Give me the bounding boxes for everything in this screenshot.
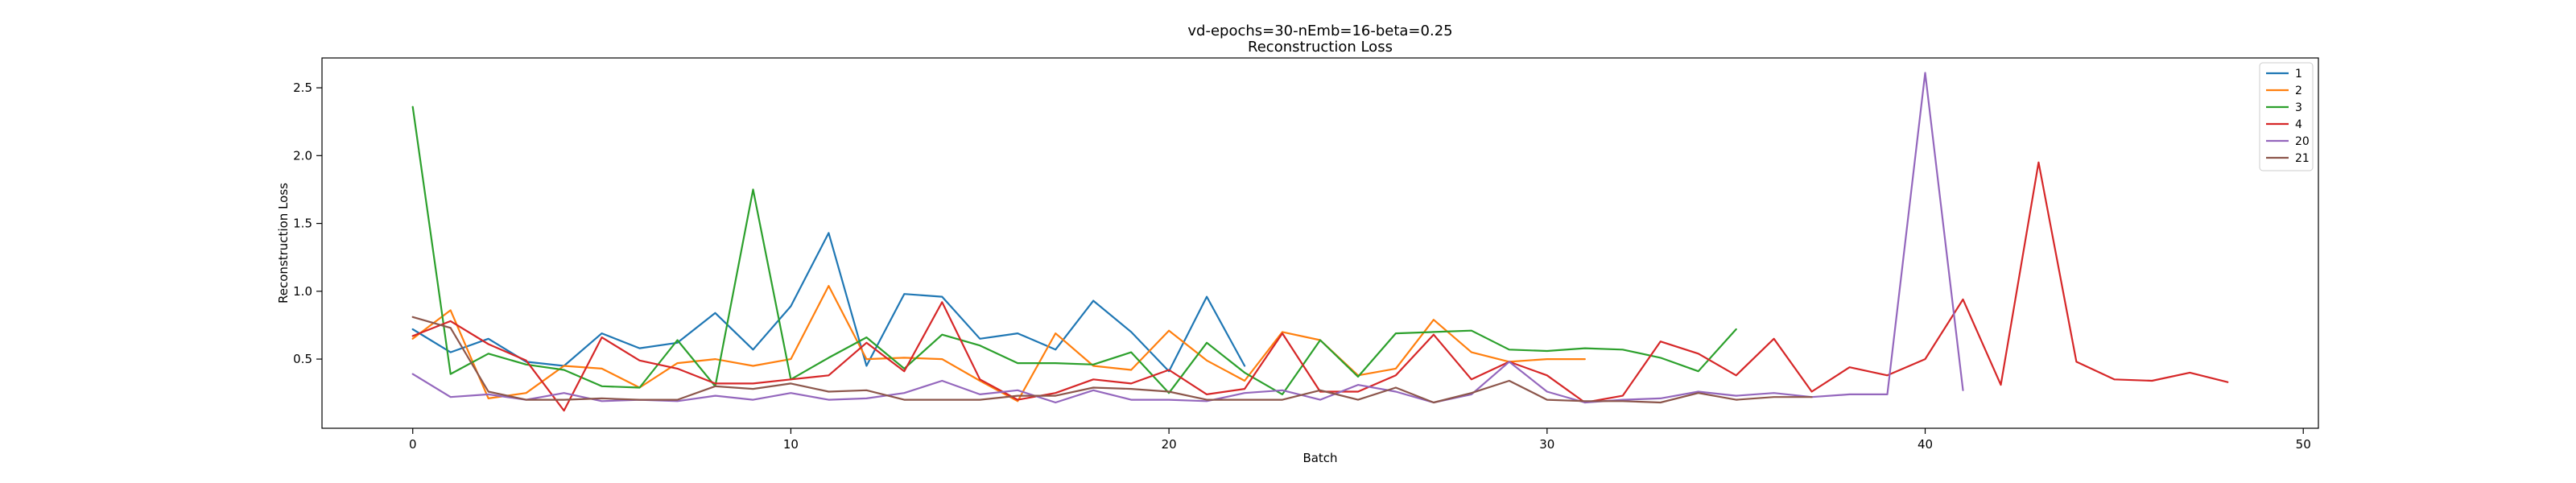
chart-subtitle: Reconstruction Loss [1248, 39, 1393, 56]
y-tick-label: 0.5 [293, 352, 312, 366]
y-tick-label: 1.5 [293, 217, 312, 231]
series-line-1 [411, 232, 1246, 373]
x-axis-ticks: 0 10 20 30 40 50 [409, 428, 2311, 452]
y-tick-label: 2.0 [293, 148, 312, 163]
y-tick-label: 2.5 [293, 80, 312, 95]
legend-label-20: 20 [2295, 135, 2310, 148]
series-line-21 [411, 316, 1813, 404]
legend-label-1: 1 [2295, 68, 2302, 80]
y-axis-ticks: 0.5 1.0 1.5 2.0 2.5 [293, 80, 322, 366]
x-tick-label: 10 [783, 437, 799, 452]
legend: 1 2 3 4 20 21 [2259, 62, 2314, 171]
series-line-20 [411, 72, 1964, 404]
legend-label-3: 3 [2295, 101, 2302, 114]
series-lines [411, 72, 2229, 412]
x-tick-label: 50 [2296, 437, 2311, 452]
legend-label-4: 4 [2295, 118, 2302, 131]
x-tick-label: 30 [1539, 437, 1554, 452]
y-axis-label: Reconstruction Loss [276, 183, 291, 303]
x-tick-label: 20 [1162, 437, 1177, 452]
series-line-4 [411, 161, 2229, 412]
legend-label-2: 2 [2295, 85, 2302, 97]
legend-label-21: 21 [2295, 152, 2310, 165]
series-line-2 [411, 285, 1586, 402]
series-line-3 [411, 105, 1737, 395]
plot-frame [321, 57, 2319, 429]
chart-title: vd-epochs=30-nEmb=16-beta=0.25 [1187, 23, 1452, 39]
y-tick-label: 1.0 [293, 284, 312, 299]
x-tick-label: 0 [409, 437, 417, 452]
x-tick-label: 40 [1918, 437, 1933, 452]
x-axis-label: Batch [1302, 451, 1337, 465]
